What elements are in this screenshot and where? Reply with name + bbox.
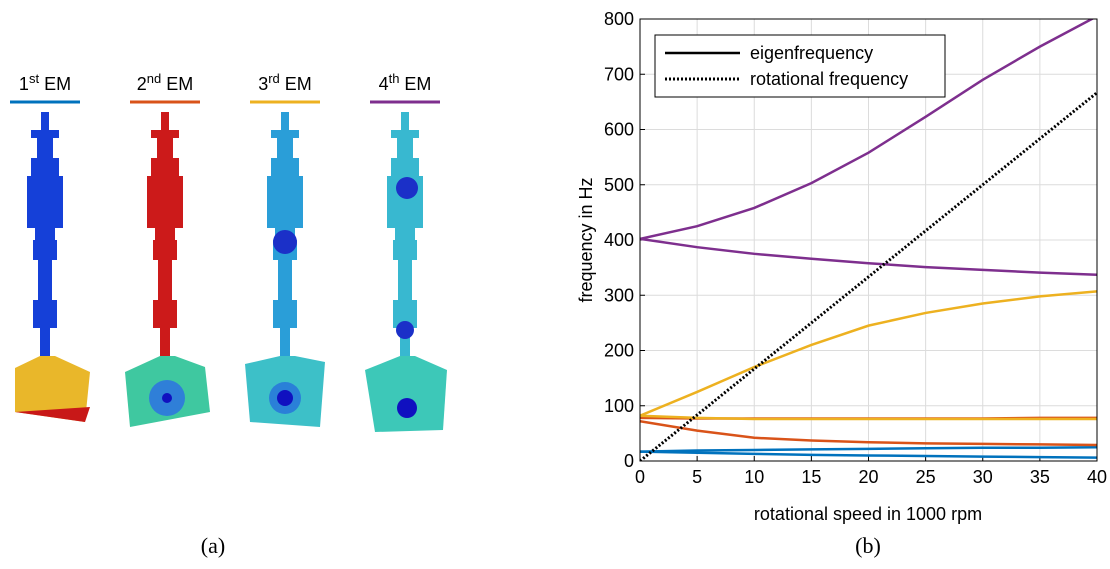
y-tick-label: 500 [604,175,634,195]
y-tick-label: 700 [604,64,634,84]
y-tick-label: 0 [624,451,634,471]
x-tick-label: 0 [635,467,645,487]
mode-text: EM [404,74,431,94]
x-tick-label: 40 [1087,467,1107,487]
mode-label: 1st EM [19,71,71,94]
y-tick-label: 300 [604,285,634,305]
mode-number: 1 [19,74,29,94]
mode-shape [245,112,325,427]
mode-shape [15,112,90,422]
y-tick-label: 800 [604,9,634,29]
mode-suffix: th [389,71,400,86]
x-tick-label: 10 [744,467,764,487]
mode-text: EM [166,74,193,94]
x-tick-label: 30 [973,467,993,487]
x-tick-label: 20 [858,467,878,487]
panel-caption: (a) [201,533,225,558]
y-tick-label: 100 [604,396,634,416]
x-tick-label: 25 [916,467,936,487]
legend-label: rotational frequency [750,69,908,89]
x-tick-label: 5 [692,467,702,487]
mode-label: 4th EM [379,71,432,94]
mode-number: 3 [258,74,268,94]
mode-number: 4 [379,74,389,94]
panel-caption: (b) [855,533,881,558]
mode-shape [125,112,210,427]
legend: eigenfrequency rotational frequency [655,35,945,97]
mode-shape [365,112,447,432]
x-tick-label: 15 [801,467,821,487]
y-tick-label: 200 [604,341,634,361]
mode-label: 2nd EM [137,71,193,94]
x-tick-label: 35 [1030,467,1050,487]
mode-suffix: rd [268,71,280,86]
mode-text: EM [44,74,71,94]
mode-shapes [15,112,447,432]
y-axis-label: frequency in Hz [576,177,596,302]
legend-label: eigenfrequency [750,43,873,63]
y-tick-label: 600 [604,120,634,140]
y-tick-label: 400 [604,230,634,250]
mode-suffix: nd [147,71,161,86]
mode-suffix: st [29,71,40,86]
mode-text: EM [285,74,312,94]
x-axis-label: rotational speed in 1000 rpm [754,504,982,524]
mode-label: 3rd EM [258,71,312,94]
mode-number: 2 [137,74,147,94]
figure: (a) (b) rotational speed in 1000 rpm fre… [0,0,1110,569]
